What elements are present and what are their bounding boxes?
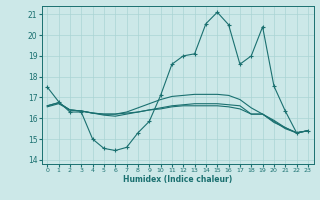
X-axis label: Humidex (Indice chaleur): Humidex (Indice chaleur) [123,175,232,184]
